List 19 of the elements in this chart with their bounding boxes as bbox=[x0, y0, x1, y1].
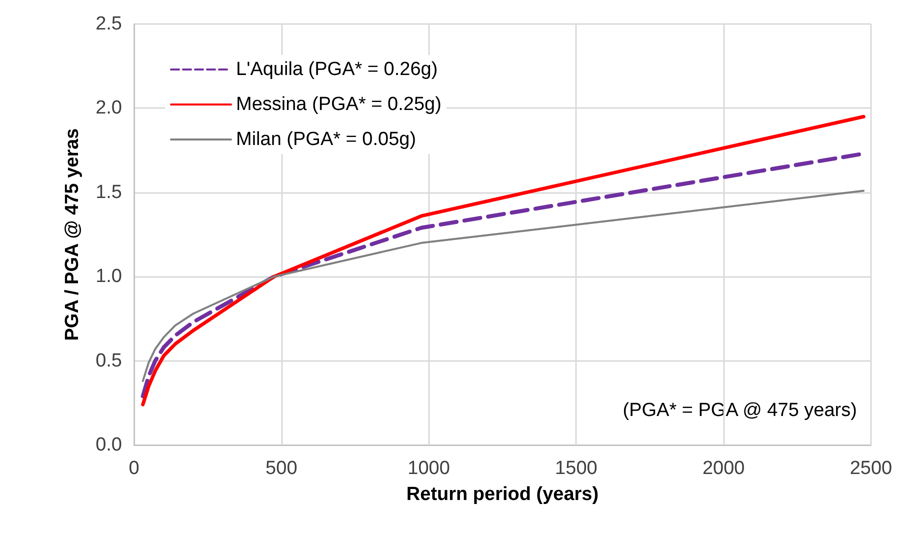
x-tick-label: 500 bbox=[266, 458, 298, 479]
legend-label: Messina (PGA* = 0.25g) bbox=[236, 94, 442, 115]
x-tick-label: 1500 bbox=[555, 458, 598, 479]
y-tick-label: 1.5 bbox=[96, 182, 122, 203]
x-tick-label: 1000 bbox=[408, 458, 450, 479]
legend-label: L'Aquila (PGA* = 0.26g) bbox=[236, 59, 438, 80]
line-series bbox=[142, 190, 865, 382]
y-tick-label: 1.0 bbox=[96, 266, 122, 288]
y-tick-label: 0.5 bbox=[96, 350, 122, 372]
y-tick-label: 0.0 bbox=[96, 434, 122, 456]
x-tick-label: 0 bbox=[128, 458, 140, 479]
x-tick-label: 2000 bbox=[702, 458, 745, 479]
y-axis-title: PGA / PGA @ 475 yeras bbox=[62, 128, 83, 341]
y-tick-label: 2.0 bbox=[96, 98, 122, 119]
x-axis-title: Return period (years) bbox=[406, 484, 599, 505]
annotation: (PGA* = PGA @ 475 years) bbox=[622, 400, 857, 421]
legend-label: Milan (PGA* = 0.05g) bbox=[236, 129, 416, 150]
x-tick-label: 2500 bbox=[850, 458, 892, 479]
y-tick-label: 2.5 bbox=[96, 14, 122, 34]
